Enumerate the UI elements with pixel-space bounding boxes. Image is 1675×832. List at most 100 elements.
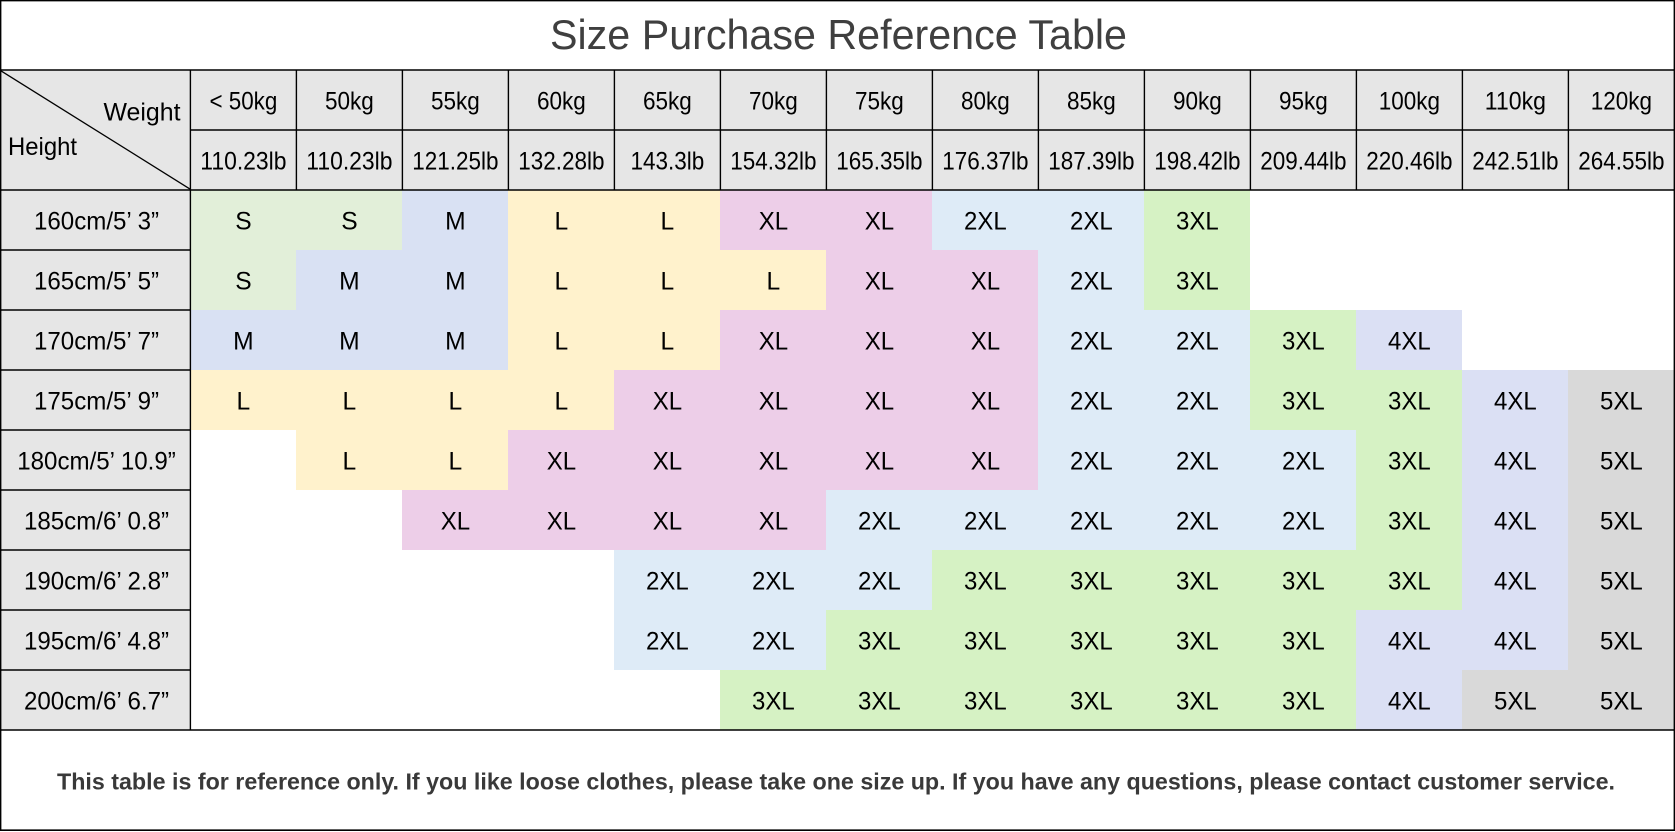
svg-text:154.32lb: 154.32lb: [730, 148, 816, 176]
svg-text:3XL: 3XL: [964, 689, 1007, 716]
svg-text:70kg: 70kg: [749, 87, 798, 115]
svg-text:XL: XL: [547, 449, 576, 476]
svg-text:3XL: 3XL: [1282, 389, 1325, 416]
svg-text:160cm/5’ 3”: 160cm/5’ 3”: [34, 209, 159, 236]
svg-text:242.51lb: 242.51lb: [1472, 148, 1558, 176]
svg-text:Weight: Weight: [104, 100, 181, 127]
svg-text:60kg: 60kg: [537, 87, 586, 115]
svg-text:4XL: 4XL: [1388, 689, 1431, 716]
svg-text:XL: XL: [865, 209, 894, 236]
svg-text:4XL: 4XL: [1494, 389, 1537, 416]
svg-text:< 50kg: < 50kg: [209, 87, 277, 115]
svg-text:5XL: 5XL: [1600, 689, 1643, 716]
svg-text:XL: XL: [441, 509, 470, 536]
svg-text:2XL: 2XL: [1070, 449, 1113, 476]
svg-text:3XL: 3XL: [1388, 449, 1431, 476]
svg-text:XL: XL: [865, 389, 894, 416]
svg-text:50kg: 50kg: [325, 87, 374, 115]
svg-text:75kg: 75kg: [855, 87, 904, 115]
svg-text:S: S: [341, 209, 357, 236]
svg-text:M: M: [339, 269, 360, 296]
svg-text:L: L: [449, 449, 463, 476]
svg-text:110kg: 110kg: [1485, 87, 1546, 115]
svg-text:65kg: 65kg: [643, 87, 692, 115]
svg-text:180cm/5’ 10.9”: 180cm/5’ 10.9”: [17, 449, 176, 476]
svg-text:L: L: [767, 269, 781, 296]
svg-text:3XL: 3XL: [964, 569, 1007, 596]
svg-text:3XL: 3XL: [1282, 329, 1325, 356]
svg-text:L: L: [343, 389, 357, 416]
svg-text:2XL: 2XL: [1176, 449, 1219, 476]
svg-text:185cm/6’ 0.8”: 185cm/6’ 0.8”: [24, 509, 169, 536]
svg-text:3XL: 3XL: [1176, 569, 1219, 596]
svg-text:S: S: [235, 269, 251, 296]
svg-text:2XL: 2XL: [858, 509, 901, 536]
svg-text:165cm/5’ 5”: 165cm/5’ 5”: [34, 269, 159, 296]
svg-text:XL: XL: [971, 389, 1000, 416]
svg-text:3XL: 3XL: [1388, 569, 1431, 596]
svg-text:90kg: 90kg: [1173, 87, 1222, 115]
svg-text:4XL: 4XL: [1494, 509, 1537, 536]
svg-text:2XL: 2XL: [1176, 329, 1219, 356]
svg-text:L: L: [661, 269, 675, 296]
svg-text:2XL: 2XL: [1070, 269, 1113, 296]
svg-text:L: L: [555, 389, 569, 416]
svg-text:XL: XL: [865, 329, 894, 356]
svg-text:3XL: 3XL: [1282, 689, 1325, 716]
svg-text:L: L: [555, 329, 569, 356]
svg-text:2XL: 2XL: [1282, 509, 1325, 536]
svg-text:2XL: 2XL: [964, 509, 1007, 536]
svg-text:209.44lb: 209.44lb: [1260, 148, 1346, 176]
svg-text:S: S: [235, 209, 251, 236]
svg-text:2XL: 2XL: [1070, 329, 1113, 356]
svg-text:176.37lb: 176.37lb: [942, 148, 1028, 176]
svg-text:3XL: 3XL: [752, 689, 795, 716]
svg-text:220.46lb: 220.46lb: [1366, 148, 1452, 176]
svg-text:198.42lb: 198.42lb: [1154, 148, 1240, 176]
svg-text:M: M: [339, 329, 360, 356]
svg-text:Size Purchase Reference Table: Size Purchase Reference Table: [550, 11, 1127, 58]
svg-text:121.25lb: 121.25lb: [412, 148, 498, 176]
svg-text:2XL: 2XL: [1070, 509, 1113, 536]
svg-text:XL: XL: [759, 329, 788, 356]
svg-text:L: L: [449, 389, 463, 416]
svg-text:4XL: 4XL: [1388, 629, 1431, 656]
svg-text:2XL: 2XL: [1282, 449, 1325, 476]
svg-text:195cm/6’ 4.8”: 195cm/6’ 4.8”: [24, 629, 169, 656]
svg-text:100kg: 100kg: [1379, 87, 1440, 115]
svg-text:M: M: [233, 329, 254, 356]
svg-text:2XL: 2XL: [646, 569, 689, 596]
svg-text:2XL: 2XL: [964, 209, 1007, 236]
svg-text:L: L: [555, 269, 569, 296]
svg-text:80kg: 80kg: [961, 87, 1010, 115]
svg-text:85kg: 85kg: [1067, 87, 1116, 115]
svg-text:4XL: 4XL: [1494, 569, 1537, 596]
svg-text:M: M: [445, 209, 466, 236]
svg-text:3XL: 3XL: [1070, 569, 1113, 596]
svg-text:3XL: 3XL: [1070, 629, 1113, 656]
svg-text:XL: XL: [547, 509, 576, 536]
svg-text:143.3lb: 143.3lb: [631, 148, 705, 176]
svg-text:4XL: 4XL: [1388, 329, 1431, 356]
svg-text:170cm/5’ 7”: 170cm/5’ 7”: [34, 329, 159, 356]
svg-text:XL: XL: [759, 209, 788, 236]
svg-text:L: L: [237, 389, 251, 416]
svg-text:2XL: 2XL: [1070, 389, 1113, 416]
svg-text:2XL: 2XL: [1176, 509, 1219, 536]
svg-text:3XL: 3XL: [1176, 629, 1219, 656]
svg-text:5XL: 5XL: [1600, 569, 1643, 596]
svg-text:187.39lb: 187.39lb: [1048, 148, 1134, 176]
svg-text:2XL: 2XL: [752, 569, 795, 596]
svg-text:L: L: [661, 209, 675, 236]
svg-text:XL: XL: [653, 449, 682, 476]
svg-text:3XL: 3XL: [1176, 269, 1219, 296]
svg-text:XL: XL: [653, 389, 682, 416]
svg-text:L: L: [555, 209, 569, 236]
svg-text:4XL: 4XL: [1494, 629, 1537, 656]
svg-text:110.23lb: 110.23lb: [200, 148, 286, 176]
svg-text:4XL: 4XL: [1494, 449, 1537, 476]
svg-text:3XL: 3XL: [858, 689, 901, 716]
svg-text:120kg: 120kg: [1591, 87, 1652, 115]
svg-text:XL: XL: [971, 449, 1000, 476]
svg-text:5XL: 5XL: [1600, 629, 1643, 656]
